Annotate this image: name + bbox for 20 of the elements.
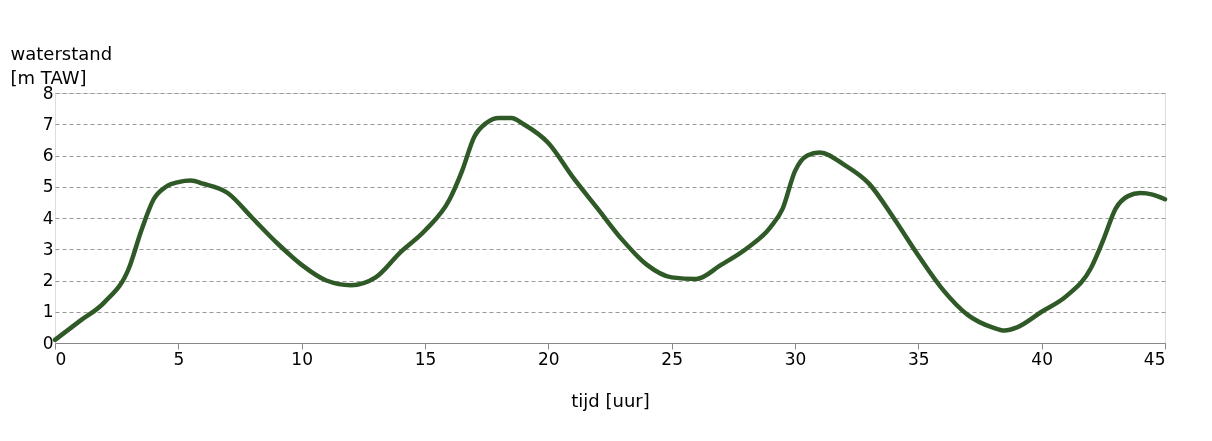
y-tick-label: 3 (42, 238, 54, 259)
x-tick-label: 30 (784, 348, 807, 369)
x-axis-title: tijd [uur] (571, 389, 650, 411)
x-tick-label: 5 (173, 348, 185, 369)
x-tick-label: 40 (1031, 348, 1053, 369)
x-tick-label: 10 (291, 348, 313, 369)
x-tick-label: 15 (414, 348, 437, 369)
y-tick-label: 7 (42, 113, 54, 134)
y-tick-label: 2 (42, 270, 54, 290)
y-axis-title: waterstand [m TAW] (10, 42, 113, 88)
y-tick-label: 6 (42, 145, 54, 165)
y-tick-label: 1 (42, 301, 54, 322)
x-tick-label: 20 (538, 348, 560, 369)
x-tick-label: 45 (1143, 348, 1166, 369)
x-tick-label: 0 (55, 348, 67, 369)
y-tick-label: 5 (42, 176, 54, 197)
y-tick-label: 0 (42, 332, 54, 353)
y-tick-label: 4 (42, 207, 54, 228)
x-tick-label: 25 (661, 348, 683, 369)
x-tick-label: 35 (908, 348, 930, 369)
